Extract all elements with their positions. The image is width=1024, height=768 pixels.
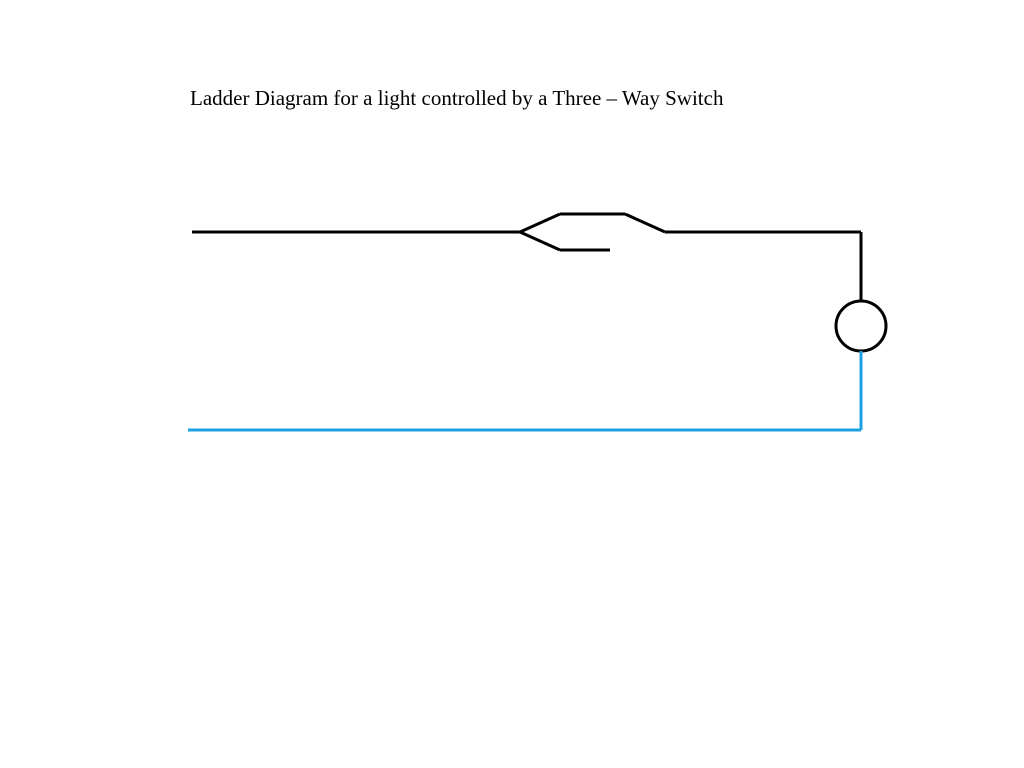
switch-lower-diagonal: [520, 232, 560, 250]
ladder-diagram: [0, 0, 1024, 768]
switch-upper-diagonal: [520, 214, 560, 232]
light-symbol: [836, 301, 886, 351]
switch-right-diagonal: [625, 214, 665, 232]
